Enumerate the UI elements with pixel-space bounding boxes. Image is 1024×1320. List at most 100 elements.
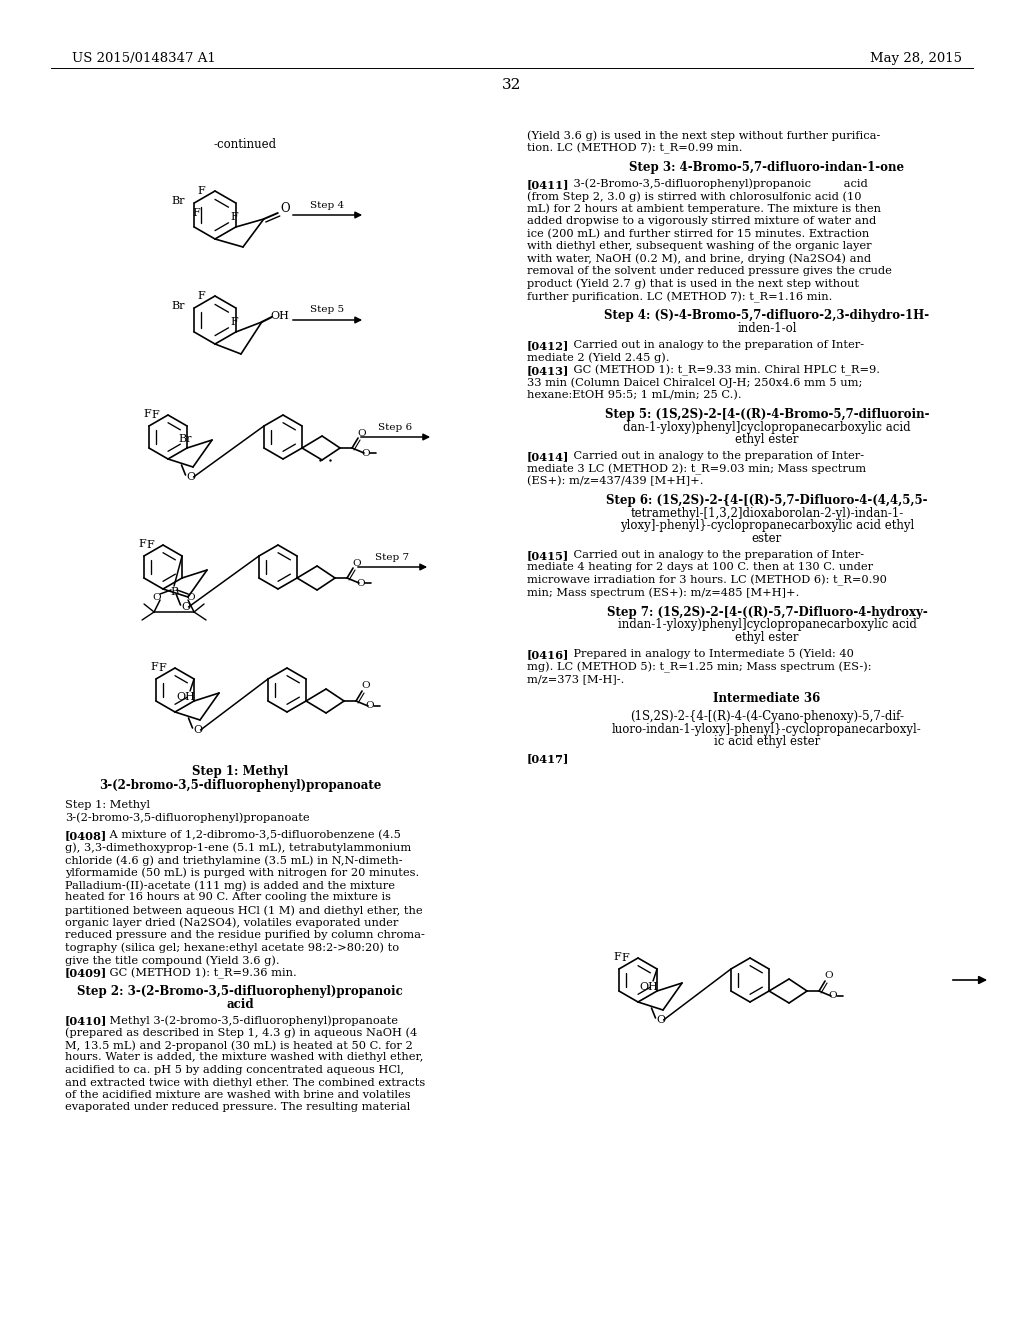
Text: mg). LC (METHOD 5): t_R=1.25 min; Mass spectrum (ES-):: mg). LC (METHOD 5): t_R=1.25 min; Mass s… <box>527 661 871 672</box>
Text: Step 5: Step 5 <box>310 305 344 314</box>
Text: ylformamide (50 mL) is purged with nitrogen for 20 minutes.: ylformamide (50 mL) is purged with nitro… <box>65 867 419 878</box>
Text: F: F <box>622 953 629 964</box>
Text: hours. Water is added, the mixture washed with diethyl ether,: hours. Water is added, the mixture washe… <box>65 1052 423 1063</box>
Text: 32: 32 <box>503 78 521 92</box>
Text: microwave irradiation for 3 hours. LC (METHOD 6): t_R=0.90: microwave irradiation for 3 hours. LC (M… <box>527 576 887 586</box>
Text: [0411]: [0411] <box>527 178 569 190</box>
Text: ice (200 mL) and further stirred for 15 minutes. Extraction: ice (200 mL) and further stirred for 15 … <box>527 228 869 239</box>
Text: organic layer dried (Na2SO4), volatiles evaporated under: organic layer dried (Na2SO4), volatiles … <box>65 917 398 928</box>
Text: 3-(2-bromo-3,5-difluorophenyl)propanoate: 3-(2-bromo-3,5-difluorophenyl)propanoate <box>65 813 309 824</box>
Text: (1S,2S)-2-{4-[(R)-4-(4-Cyano-phenoxy)-5,7-dif-: (1S,2S)-2-{4-[(R)-4-(4-Cyano-phenoxy)-5,… <box>630 710 904 723</box>
Text: O: O <box>193 725 202 735</box>
Text: (prepared as described in Step 1, 4.3 g) in aqueous NaOH (4: (prepared as described in Step 1, 4.3 g)… <box>65 1027 417 1038</box>
Text: m/z=373 [M-H]-.: m/z=373 [M-H]-. <box>527 673 625 684</box>
Text: further purification. LC (METHOD 7): t_R=1.16 min.: further purification. LC (METHOD 7): t_R… <box>527 292 833 302</box>
Text: O: O <box>366 701 375 710</box>
Text: added dropwise to a vigorously stirred mixture of water and: added dropwise to a vigorously stirred m… <box>527 216 877 226</box>
Text: reduced pressure and the residue purified by column chroma-: reduced pressure and the residue purifie… <box>65 931 425 940</box>
Text: indan-1-yloxy)phenyl]cyclopropanecarboxylic acid: indan-1-yloxy)phenyl]cyclopropanecarboxy… <box>617 618 916 631</box>
Text: May 28, 2015: May 28, 2015 <box>870 51 962 65</box>
Text: mediate 4 heating for 2 days at 100 C. then at 130 C. under: mediate 4 heating for 2 days at 100 C. t… <box>527 562 873 573</box>
Text: heated for 16 hours at 90 C. After cooling the mixture is: heated for 16 hours at 90 C. After cooli… <box>65 892 391 903</box>
Text: US 2015/0148347 A1: US 2015/0148347 A1 <box>72 51 216 65</box>
Text: Intermediate 36: Intermediate 36 <box>714 692 820 705</box>
Text: OH: OH <box>640 982 658 993</box>
Text: OH: OH <box>270 312 289 321</box>
Text: F: F <box>152 411 159 420</box>
Text: O: O <box>186 473 195 482</box>
Text: Methyl 3-(2-bromo-3,5-difluorophenyl)propanoate: Methyl 3-(2-bromo-3,5-difluorophenyl)pro… <box>95 1015 398 1026</box>
Text: O: O <box>356 578 366 587</box>
Text: Step 7: (1S,2S)-2-[4-((R)-5,7-Difluoro-4-hydroxy-: Step 7: (1S,2S)-2-[4-((R)-5,7-Difluoro-4… <box>606 606 928 619</box>
Text: F: F <box>143 409 151 418</box>
Text: O: O <box>352 558 361 568</box>
Text: GC (METHOD 1): t_R=9.33 min. Chiral HPLC t_R=9.: GC (METHOD 1): t_R=9.33 min. Chiral HPLC… <box>559 366 880 376</box>
Text: F: F <box>198 186 205 195</box>
Text: O: O <box>824 972 834 981</box>
Text: Carried out in analogy to the preparation of Inter-: Carried out in analogy to the preparatio… <box>559 550 864 560</box>
Text: ethyl ester: ethyl ester <box>735 631 799 644</box>
Text: (Yield 3.6 g) is used in the next step without further purifica-: (Yield 3.6 g) is used in the next step w… <box>527 129 881 140</box>
Text: acidified to ca. pH 5 by adding concentrated aqueous HCl,: acidified to ca. pH 5 by adding concentr… <box>65 1065 404 1074</box>
Text: tography (silica gel; hexane:ethyl acetate 98:2->80:20) to: tography (silica gel; hexane:ethyl aceta… <box>65 942 399 953</box>
Text: F: F <box>613 952 621 962</box>
Text: ester: ester <box>752 532 782 545</box>
Text: GC (METHOD 1): t_R=9.36 min.: GC (METHOD 1): t_R=9.36 min. <box>95 968 297 979</box>
Text: F: F <box>146 540 154 550</box>
Text: Br: Br <box>171 301 185 312</box>
Text: [0416]: [0416] <box>527 648 569 660</box>
Text: Br: Br <box>171 195 185 206</box>
Text: (from Step 2, 3.0 g) is stirred with chlorosulfonic acid (10: (from Step 2, 3.0 g) is stirred with chl… <box>527 191 861 202</box>
Text: Step 6: Step 6 <box>379 422 413 432</box>
Text: hexane:EtOH 95:5; 1 mL/min; 25 C.).: hexane:EtOH 95:5; 1 mL/min; 25 C.). <box>527 389 741 400</box>
Text: F: F <box>230 213 238 222</box>
Text: Carried out in analogy to the preparation of Inter-: Carried out in analogy to the preparatio… <box>559 451 864 461</box>
Text: O: O <box>357 429 367 437</box>
Text: O: O <box>361 449 371 458</box>
Text: O: O <box>828 991 838 1001</box>
Text: yloxy]-phenyl}-cyclopropanecarboxylic acid ethyl: yloxy]-phenyl}-cyclopropanecarboxylic ac… <box>620 519 914 532</box>
Text: tion. LC (METHOD 7): t_R=0.99 min.: tion. LC (METHOD 7): t_R=0.99 min. <box>527 143 742 154</box>
Text: of the acidified mixture are washed with brine and volatiles: of the acidified mixture are washed with… <box>65 1090 411 1100</box>
Text: (ES+): m/z=437/439 [M+H]+.: (ES+): m/z=437/439 [M+H]+. <box>527 477 703 487</box>
Text: with diethyl ether, subsequent washing of the organic layer: with diethyl ether, subsequent washing o… <box>527 242 871 251</box>
Text: ethyl ester: ethyl ester <box>735 433 799 446</box>
Text: dan-1-yloxy)phenyl]cyclopropanecarboxylic acid: dan-1-yloxy)phenyl]cyclopropanecarboxyli… <box>624 421 910 434</box>
Text: O: O <box>361 681 371 690</box>
Text: acid: acid <box>226 998 254 1011</box>
Text: luoro-indan-1-yloxy]-phenyl}-cyclopropanecarboxyl-: luoro-indan-1-yloxy]-phenyl}-cyclopropan… <box>612 722 922 735</box>
Text: F: F <box>193 209 200 218</box>
Text: Step 4: (S)-4-Bromo-5,7-difluoro-2,3-dihydro-1H-: Step 4: (S)-4-Bromo-5,7-difluoro-2,3-dih… <box>604 309 930 322</box>
Text: [0412]: [0412] <box>527 341 569 351</box>
Text: 33 min (Column Daicel Chiralcel OJ-H; 250x4.6 mm 5 um;: 33 min (Column Daicel Chiralcel OJ-H; 25… <box>527 378 862 388</box>
Text: O: O <box>280 202 290 215</box>
Text: F: F <box>230 317 238 327</box>
Text: Step 1: Methyl: Step 1: Methyl <box>191 766 288 777</box>
Text: Palladium-(II)-acetate (111 mg) is added and the mixture: Palladium-(II)-acetate (111 mg) is added… <box>65 880 395 891</box>
Text: inden-1-ol: inden-1-ol <box>737 322 797 335</box>
Text: mediate 3 LC (METHOD 2): t_R=9.03 min; Mass spectrum: mediate 3 LC (METHOD 2): t_R=9.03 min; M… <box>527 463 866 475</box>
Text: Step 2: 3-(2-Bromo-3,5-difluorophenyl)propanoic: Step 2: 3-(2-Bromo-3,5-difluorophenyl)pr… <box>77 985 402 998</box>
Text: Br: Br <box>178 434 191 444</box>
Text: [0417]: [0417] <box>527 754 569 764</box>
Text: A mixture of 1,2-dibromo-3,5-difluorobenzene (4.5: A mixture of 1,2-dibromo-3,5-difluoroben… <box>95 830 400 841</box>
Text: ic acid ethyl ester: ic acid ethyl ester <box>714 735 820 748</box>
Text: 3-(2-Bromo-3,5-difluorophenyl)propanoic         acid: 3-(2-Bromo-3,5-difluorophenyl)propanoic … <box>559 178 867 189</box>
Text: Step 6: (1S,2S)-2-{4-[(R)-5,7-Difluoro-4-(4,4,5,5-: Step 6: (1S,2S)-2-{4-[(R)-5,7-Difluoro-4… <box>606 495 928 507</box>
Text: chloride (4.6 g) and triethylamine (3.5 mL) in N,N-dimeth-: chloride (4.6 g) and triethylamine (3.5 … <box>65 855 402 866</box>
Text: F: F <box>158 663 166 673</box>
Text: [0413]: [0413] <box>527 366 569 376</box>
Text: O: O <box>181 602 190 612</box>
Text: give the title compound (Yield 3.6 g).: give the title compound (Yield 3.6 g). <box>65 954 280 965</box>
Text: [0408]: [0408] <box>65 830 108 841</box>
Text: Carried out in analogy to the preparation of Inter-: Carried out in analogy to the preparatio… <box>559 341 864 350</box>
Text: F: F <box>198 290 205 301</box>
Text: [0415]: [0415] <box>527 550 569 561</box>
Text: [0414]: [0414] <box>527 451 569 462</box>
Text: F: F <box>151 663 158 672</box>
Text: mediate 2 (Yield 2.45 g).: mediate 2 (Yield 2.45 g). <box>527 352 670 363</box>
Text: Step 3: 4-Bromo-5,7-difluoro-indan-1-one: Step 3: 4-Bromo-5,7-difluoro-indan-1-one <box>630 161 904 174</box>
Text: M, 13.5 mL) and 2-propanol (30 mL) is heated at 50 C. for 2: M, 13.5 mL) and 2-propanol (30 mL) is he… <box>65 1040 413 1051</box>
Text: O: O <box>153 593 162 602</box>
Text: [0410]: [0410] <box>65 1015 108 1026</box>
